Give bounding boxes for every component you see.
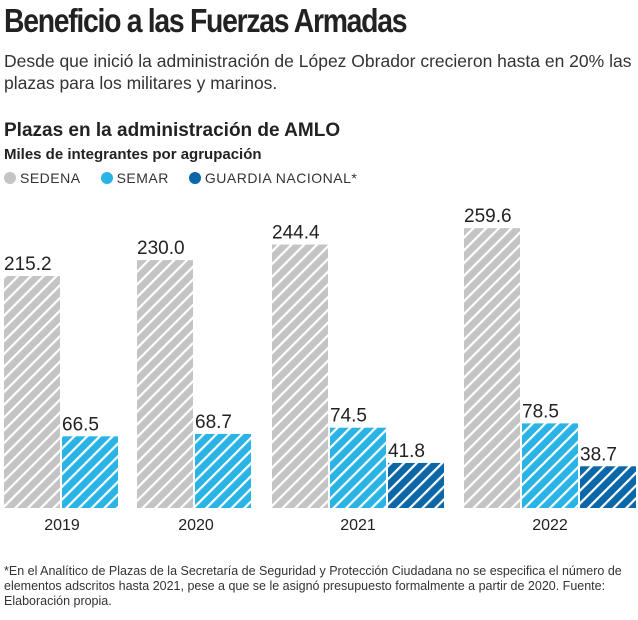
chart-title: Plazas en la administración de AMLO — [4, 120, 341, 141]
bar-sedena2020 — [137, 260, 193, 508]
guardia-dot-icon — [188, 172, 201, 184]
bar-semar2022 — [522, 423, 578, 508]
bar-sedena2019 — [4, 276, 60, 508]
data-label: 66.5 — [62, 414, 99, 435]
legend-item-guardia: GUARDIA NACIONAL* — [188, 170, 358, 186]
bar-sedena2021 — [272, 244, 328, 508]
legend: SEDENA SEMAR GUARDIA NACIONAL* — [4, 170, 357, 186]
legend-item-sedena: SEDENA — [4, 170, 81, 186]
data-label: 74.5 — [330, 406, 367, 427]
x-tick-label: 2022 — [532, 517, 568, 534]
data-label: 68.7 — [195, 412, 232, 433]
data-label: 78.5 — [522, 401, 559, 422]
x-tick-label: 2019 — [44, 517, 80, 534]
bar-guardia-nacional-2022 — [580, 466, 636, 508]
bar-semar2019 — [62, 436, 118, 508]
legend-label: GUARDIA NACIONAL* — [204, 170, 358, 186]
legend-label: SEMAR — [116, 170, 169, 186]
chart-units: Miles de integrantes por agrupación — [4, 146, 262, 163]
bar-sedena2022 — [464, 228, 520, 509]
legend-label: SEDENA — [20, 170, 81, 186]
data-label: 41.8 — [388, 441, 425, 462]
x-tick-label: 2021 — [340, 517, 376, 534]
x-tick-label: 2020 — [178, 517, 214, 534]
data-label: 244.4 — [272, 223, 320, 244]
semar-dot-icon — [100, 172, 113, 184]
page-title: Beneficio a las Fuerzas Armadas — [4, 2, 407, 39]
bar-semar2021 — [330, 427, 386, 508]
data-label: 38.7 — [580, 444, 617, 465]
data-label: 215.2 — [4, 254, 52, 275]
footnote: *En el Analítico de Plazas de la Secreta… — [4, 564, 622, 608]
legend-item-semar: SEMAR — [100, 170, 169, 186]
data-label: 230.0 — [137, 238, 185, 259]
page-subtitle: Desde que inició la administración de Ló… — [4, 51, 632, 93]
sedena-dot-icon — [4, 172, 16, 184]
bar-chart: 215.2 66.5 2019 230.0 68.7 2020 244.4 74.5 41.8 2… — [4, 206, 636, 534]
data-label: 259.6 — [464, 206, 512, 227]
bar-guardia-nacional-2021 — [388, 462, 444, 508]
bar-semar2020 — [195, 433, 251, 508]
